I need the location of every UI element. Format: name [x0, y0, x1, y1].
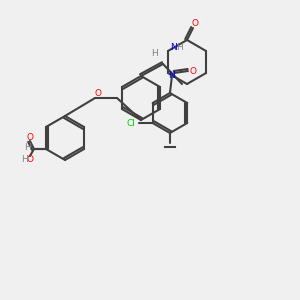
Text: O: O — [94, 88, 101, 98]
Text: N: N — [171, 44, 177, 52]
Text: H: H — [177, 44, 183, 52]
Text: H: H — [25, 142, 31, 152]
Text: O: O — [26, 134, 33, 142]
Text: H: H — [152, 50, 158, 58]
Text: O: O — [26, 154, 33, 164]
Text: O: O — [191, 20, 199, 28]
Text: H: H — [22, 154, 28, 164]
Text: Cl: Cl — [126, 118, 135, 127]
Text: N: N — [169, 71, 175, 80]
Text: O: O — [189, 67, 197, 76]
